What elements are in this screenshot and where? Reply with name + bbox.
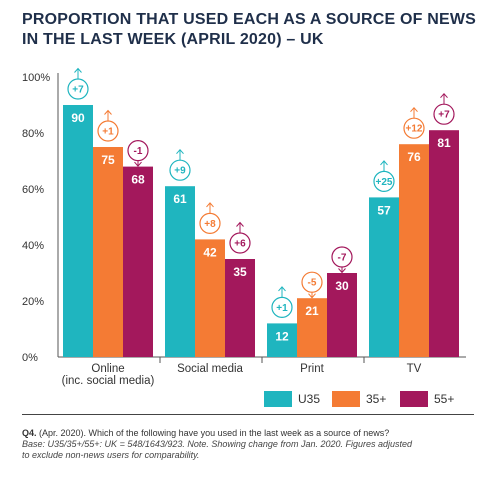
change-bubble — [331, 246, 353, 268]
base-note-2: to exclude non-news users for comparabil… — [22, 450, 200, 460]
chart-title: PROPORTION THAT USED EACH AS A SOURCE OF… — [22, 10, 482, 50]
change-arrowhead — [176, 148, 184, 155]
change-label: -7 — [338, 253, 347, 264]
bar — [225, 259, 255, 357]
data-label: 81 — [437, 136, 451, 150]
bar — [429, 130, 459, 357]
legend-label: U35 — [298, 392, 320, 406]
change-bubble — [229, 232, 251, 254]
change-arrowhead — [278, 286, 286, 292]
bar — [369, 197, 399, 357]
change-label: +1 — [102, 127, 114, 138]
data-label: 76 — [407, 150, 421, 164]
change-label: +25 — [376, 177, 393, 188]
change-arrowhead — [134, 161, 142, 167]
change-arrowhead — [380, 160, 388, 166]
y-tick-label: 0% — [22, 352, 38, 364]
change-bubble — [97, 120, 119, 142]
bar — [297, 298, 327, 357]
footnote-divider — [22, 414, 474, 415]
change-arrowhead — [338, 268, 346, 274]
category-label: Social media — [177, 363, 243, 375]
change-arrowhead — [440, 92, 448, 99]
change-bubble — [403, 117, 425, 139]
legend-swatch — [264, 391, 292, 407]
change-arrowhead — [308, 293, 316, 299]
bar — [165, 186, 195, 357]
change-arrowhead — [236, 221, 244, 227]
data-label: 35 — [233, 265, 247, 279]
change-label: +12 — [406, 124, 423, 135]
change-arrowhead — [206, 202, 214, 208]
data-label: 12 — [275, 329, 289, 343]
change-label: +8 — [204, 219, 216, 230]
y-tick-label: 60% — [22, 184, 44, 196]
change-label: -1 — [134, 146, 143, 157]
change-bubble — [199, 212, 221, 234]
change-label: -5 — [308, 278, 317, 289]
change-bubble — [127, 140, 149, 162]
change-bubble — [301, 271, 323, 293]
legend-swatch — [400, 391, 428, 407]
category-label: (inc. social media) — [62, 375, 155, 387]
legend-label: 35+ — [366, 392, 386, 406]
y-tick-label: 40% — [22, 240, 44, 252]
change-arrowhead — [74, 67, 82, 73]
bar — [327, 273, 357, 357]
change-label: +9 — [174, 166, 186, 177]
data-label: 57 — [377, 203, 391, 217]
bar-chart: 0% 20% 40% 60% 80% 100% Online(inc. social med… — [22, 67, 466, 407]
y-tick-label: 80% — [22, 128, 44, 140]
chart-title-line-1: PROPORTION THAT USED EACH AS A SOURCE OF… — [22, 11, 477, 28]
data-label: 21 — [305, 304, 319, 318]
chart-title-line-2: IN THE LAST WEEK (APRIL 2020) – UK — [22, 31, 324, 48]
category-label: Online — [91, 363, 124, 375]
data-label: 42 — [203, 245, 217, 259]
change-bubble — [373, 170, 395, 192]
change-arrowhead — [410, 106, 418, 113]
data-label: 61 — [173, 192, 187, 206]
change-label: +7 — [438, 110, 450, 121]
change-arrowhead — [104, 109, 112, 115]
bar — [123, 166, 153, 357]
legend-label: 55+ — [434, 392, 454, 406]
change-bubble — [67, 78, 89, 100]
change-bubble — [169, 159, 191, 181]
question-label: Q4. — [22, 428, 37, 438]
category-label: Print — [300, 363, 324, 375]
y-tick-label: 20% — [22, 296, 44, 308]
base-note: Base: U35/35+/55+: UK = 548/1643/923. No… — [22, 439, 413, 449]
bar — [63, 105, 93, 357]
data-label: 68 — [131, 173, 145, 187]
bar — [93, 147, 123, 357]
question-line: Q4. (Apr. 2020). Which of the following … — [22, 428, 482, 439]
y-tick-label: 100% — [22, 72, 50, 84]
data-label: 75 — [101, 153, 115, 167]
legend-swatch — [332, 391, 360, 407]
data-label: 30 — [335, 279, 349, 293]
question-text: (Apr. 2020). Which of the following have… — [36, 428, 390, 438]
change-label: +6 — [234, 239, 246, 250]
bar — [399, 144, 429, 357]
bar — [267, 323, 297, 357]
change-bubble — [433, 103, 455, 125]
change-label: +7 — [72, 85, 84, 96]
category-label: TV — [407, 363, 422, 375]
bar — [195, 239, 225, 357]
change-label: +1 — [276, 303, 288, 314]
data-label: 90 — [71, 111, 85, 125]
change-bubble — [271, 296, 293, 318]
footnote: Q4. (Apr. 2020). Which of the following … — [22, 428, 482, 461]
